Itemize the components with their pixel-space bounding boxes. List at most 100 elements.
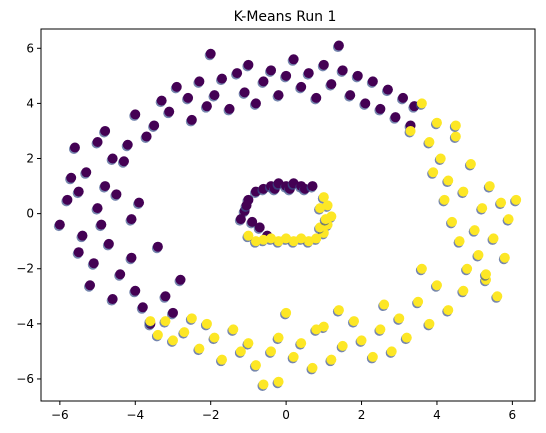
cluster-0-point <box>239 87 250 98</box>
cluster-1-point <box>431 117 442 128</box>
y-tick-label: −4 <box>16 317 34 331</box>
cluster-0-point <box>250 98 261 109</box>
cluster-1-point <box>186 313 197 324</box>
cluster-1-point <box>303 236 314 247</box>
cluster-0-point <box>103 238 114 249</box>
cluster-1-point <box>250 236 261 247</box>
x-axis: −6 −4 −2 0 2 4 6 <box>51 401 516 422</box>
cluster-1-point <box>311 324 322 335</box>
cluster-1-point <box>480 269 491 280</box>
cluster-1-point <box>273 236 284 247</box>
cluster-0-point <box>88 258 99 269</box>
x-tick-label: 6 <box>509 408 517 422</box>
cluster-1-point <box>454 236 465 247</box>
cluster-0-point <box>235 214 246 225</box>
cluster-1-point <box>194 343 205 354</box>
cluster-0-point <box>115 269 126 280</box>
cluster-1-point <box>499 252 510 263</box>
cluster-0-point <box>311 92 322 103</box>
x-tick-label: −4 <box>126 408 144 422</box>
cluster-0-point <box>134 197 145 208</box>
cluster-1-point <box>496 197 507 208</box>
cluster-1-point <box>337 340 348 351</box>
y-axis: −6 −4 −2 0 2 4 6 <box>16 41 41 386</box>
cluster-0-point <box>92 136 103 147</box>
cluster-0-point <box>100 181 111 192</box>
cluster-1-point <box>465 159 476 170</box>
cluster-1-point <box>273 332 284 343</box>
cluster-0-point <box>367 76 378 87</box>
cluster-0-point <box>69 142 80 153</box>
x-tick-label: 2 <box>358 408 366 422</box>
chart-title: K-Means Run 1 <box>234 9 337 25</box>
cluster-1-point <box>320 214 331 225</box>
cluster-0-point <box>194 76 205 87</box>
cluster-1-point <box>235 346 246 357</box>
cluster-0-point <box>241 200 252 211</box>
cluster-0-point <box>130 285 141 296</box>
cluster-1-point <box>450 120 461 131</box>
cluster-0-point <box>224 103 235 114</box>
cluster-1-point <box>435 153 446 164</box>
cluster-0-point <box>152 241 163 252</box>
cluster-0-point <box>183 92 194 103</box>
cluster-0-point <box>164 106 175 117</box>
cluster-0-point <box>122 139 133 150</box>
cluster-0-point <box>126 214 137 225</box>
cluster-1-point <box>367 351 378 362</box>
cluster-1-point <box>477 203 488 214</box>
cluster-0-point <box>126 252 137 263</box>
cluster-0-point <box>54 219 65 230</box>
cluster-0-point <box>81 167 92 178</box>
cluster-0-point <box>96 219 107 230</box>
cluster-1-point <box>386 346 397 357</box>
cluster-0-point <box>382 84 393 95</box>
y-tick-label: −6 <box>16 372 34 386</box>
cluster-0-point <box>73 247 84 258</box>
cluster-0-point <box>398 92 409 103</box>
cluster-0-point <box>247 216 258 227</box>
cluster-1-point <box>443 305 454 316</box>
cluster-0-point <box>326 79 337 90</box>
cluster-1-point <box>160 316 171 327</box>
cluster-0-point <box>156 95 167 106</box>
cluster-0-point <box>141 131 152 142</box>
cluster-0-point <box>73 186 84 197</box>
cluster-1-point <box>152 329 163 340</box>
cluster-1-point <box>273 376 284 387</box>
cluster-0-point <box>337 65 348 76</box>
cluster-0-point <box>66 172 77 183</box>
cluster-1-point <box>413 296 424 307</box>
cluster-0-point <box>254 222 265 233</box>
cluster-0-point <box>288 54 299 65</box>
cluster-1-point <box>450 131 461 142</box>
cluster-1-point <box>443 175 454 186</box>
cluster-1-point <box>424 318 435 329</box>
cluster-0-point <box>209 90 220 101</box>
cluster-0-point <box>100 125 111 136</box>
cluster-0-point <box>375 103 386 114</box>
cluster-1-point <box>258 234 269 245</box>
cluster-0-point <box>217 73 228 84</box>
cluster-0-point <box>303 68 314 79</box>
cluster-1-point <box>469 225 480 236</box>
cluster-0-point <box>137 302 148 313</box>
cluster-1-point <box>511 194 522 205</box>
cluster-1-point <box>250 360 261 371</box>
cluster-1-point <box>243 230 254 241</box>
cluster-1-point <box>266 346 277 357</box>
y-tick-label: −2 <box>16 262 34 276</box>
cluster-1-point <box>458 186 469 197</box>
cluster-1-point <box>318 192 329 203</box>
cluster-1-point <box>424 136 435 147</box>
cluster-0-point <box>266 65 277 76</box>
cluster-1-point <box>503 214 514 225</box>
cluster-0-point <box>360 98 371 109</box>
cluster-1-point <box>281 233 292 244</box>
cluster-0-point <box>160 291 171 302</box>
cluster-0-point <box>111 189 122 200</box>
cluster-0-point <box>273 90 284 101</box>
cluster-1-point <box>307 362 318 373</box>
